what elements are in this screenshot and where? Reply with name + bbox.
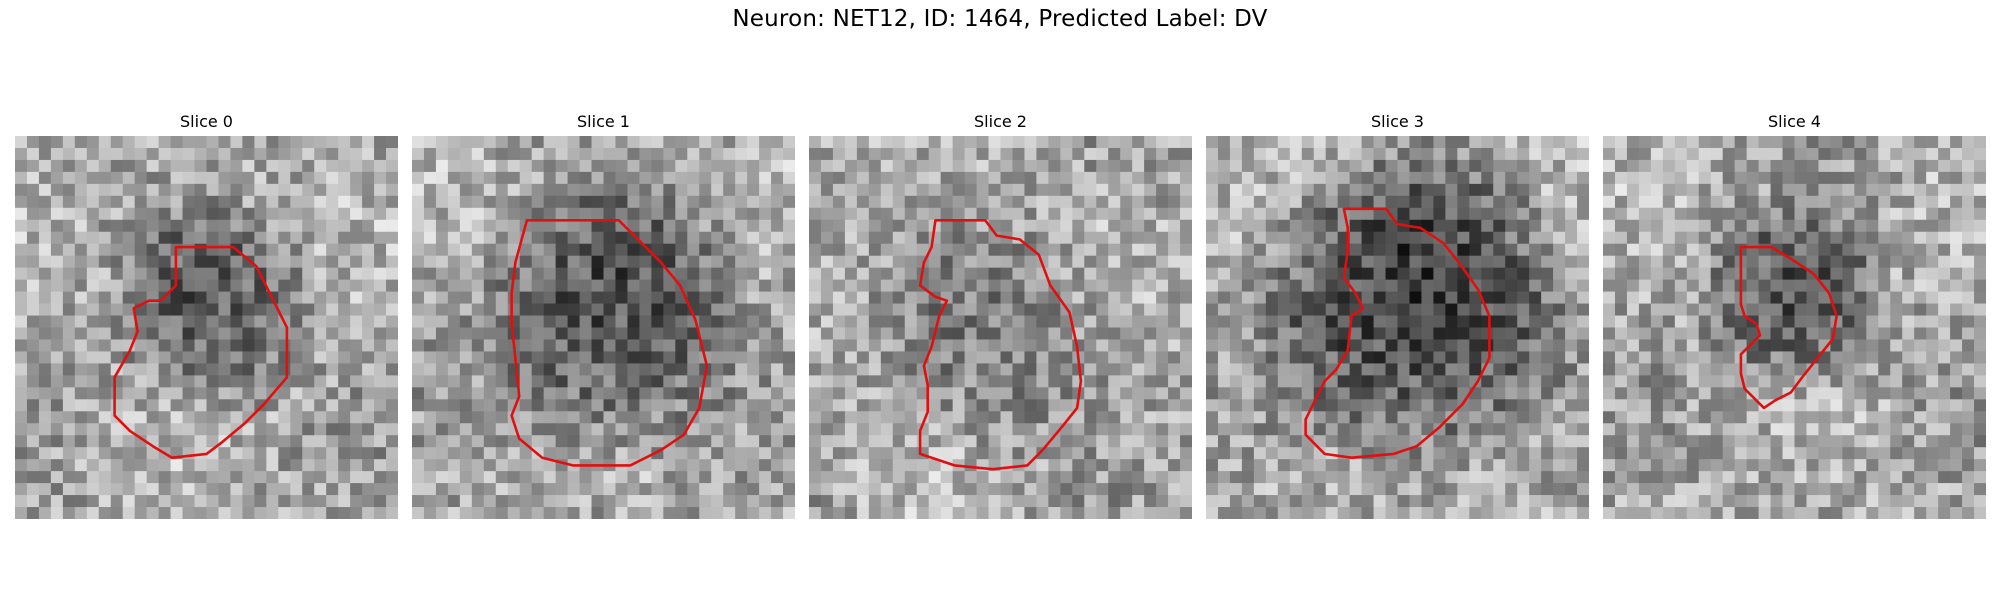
panel-slice-4: Slice 4 — [1603, 110, 1986, 134]
slice-title: Slice 2 — [809, 110, 1192, 134]
pixel-grid — [412, 136, 795, 519]
slice-image — [809, 136, 1192, 519]
panel-slice-1: Slice 1 — [412, 110, 795, 134]
slice-image — [412, 136, 795, 519]
slice-image — [15, 136, 398, 519]
slice-image — [1206, 136, 1589, 519]
pixel-grid — [1206, 136, 1589, 519]
figure-title: Neuron: NET12, ID: 1464, Predicted Label… — [0, 6, 2000, 32]
slice-title: Slice 3 — [1206, 110, 1589, 134]
panel-slice-2: Slice 2 — [809, 110, 1192, 134]
panel-slice-3: Slice 3 — [1206, 110, 1589, 134]
slice-title: Slice 4 — [1603, 110, 1986, 134]
pixel-grid — [1603, 136, 1986, 519]
pixel-grid — [15, 136, 398, 519]
slice-image — [1603, 136, 1986, 519]
panel-slice-0: Slice 0 — [15, 110, 398, 134]
pixel-grid — [809, 136, 1192, 519]
slice-title: Slice 0 — [15, 110, 398, 134]
slice-title: Slice 1 — [412, 110, 795, 134]
